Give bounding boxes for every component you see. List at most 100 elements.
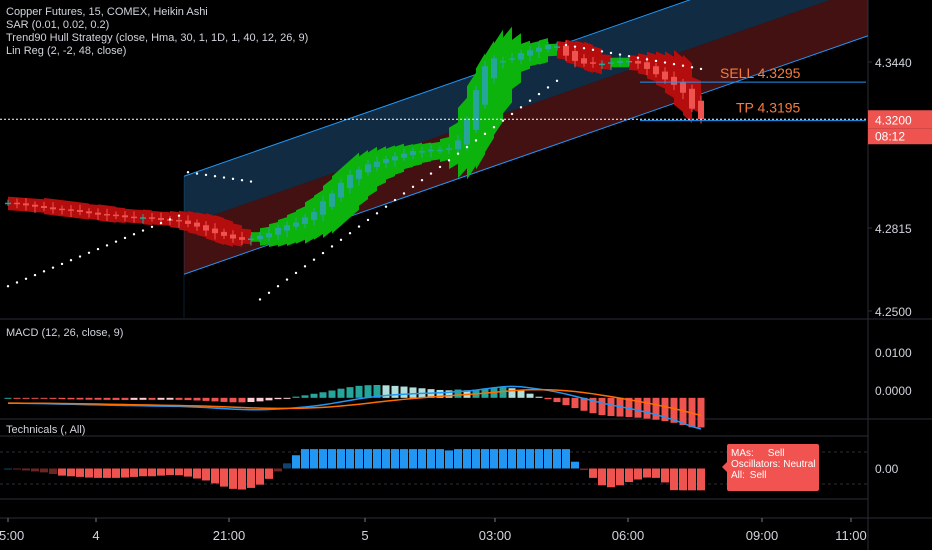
technicals-bar [445, 450, 453, 469]
technicals-bar [571, 461, 579, 469]
sar-dot [42, 270, 46, 273]
hull-ribbon-down [62, 200, 71, 218]
hull-ribbon-up [458, 97, 467, 179]
macd-histogram-bar [139, 397, 147, 400]
sar-dot [546, 86, 550, 89]
candle [437, 149, 443, 152]
candle [563, 45, 569, 56]
sar-dot [249, 180, 253, 183]
macd-histogram-bar [607, 397, 615, 417]
legend-strategy: Trend90 Hull Strategy (close, Hma, 30, 1… [6, 32, 309, 44]
macd-histogram-bar [535, 396, 543, 398]
candle [374, 161, 380, 167]
hull-ribbon-down [638, 53, 647, 76]
hull-ribbon-up [305, 197, 314, 244]
sar-dot [483, 132, 487, 136]
technicals-bar [67, 468, 75, 477]
sar-dot [339, 238, 343, 242]
technicals-bar [31, 468, 39, 472]
technicals-bar [643, 468, 651, 478]
candle [590, 62, 596, 64]
hull-ribbon-down [170, 210, 179, 229]
sar-dot [105, 244, 109, 247]
sar-dot [357, 225, 361, 228]
hull-ribbon-down [8, 196, 17, 211]
technicals-bar [94, 468, 102, 478]
candle [617, 60, 623, 63]
sar-dot [240, 179, 244, 182]
hull-ribbon-up [359, 149, 368, 206]
technicals-bar [4, 468, 12, 470]
technicals-bar [391, 449, 399, 469]
sar-dot [690, 66, 694, 69]
hull-ribbon-up [539, 38, 548, 65]
macd-tick-label: 0.0000 [875, 384, 912, 398]
candle [698, 100, 704, 120]
candle [347, 174, 353, 189]
technicals-bar [247, 468, 255, 488]
hull-ribbon-down [89, 204, 98, 220]
technicals-bar [355, 449, 363, 469]
candle [284, 225, 290, 231]
macd-histogram-bar [130, 397, 138, 400]
sar-dot [348, 232, 352, 235]
macd-histogram-bar [193, 397, 201, 401]
candle [158, 217, 164, 220]
sar-dot [321, 251, 325, 255]
hull-ribbon-down [116, 207, 125, 223]
hull-ribbon-up [503, 26, 512, 114]
tooltip-value: Sell [767, 448, 785, 459]
macd-histogram-bar [247, 397, 255, 402]
technicals-bar [472, 449, 480, 469]
candle [392, 156, 398, 161]
hull-ribbon-down [215, 215, 224, 245]
candle [608, 62, 614, 64]
macd-histogram-bar [265, 397, 273, 401]
sar-dot [528, 99, 532, 102]
technicals-bar [85, 468, 93, 478]
sar-dot [114, 240, 118, 243]
hull-ribbon-up [404, 144, 413, 170]
technicals-bar [175, 468, 183, 476]
macd-histogram-bar [400, 386, 408, 398]
candle [671, 76, 677, 85]
technicals-bar [625, 468, 633, 483]
technicals-bar [481, 449, 489, 469]
sar-dot [681, 64, 685, 67]
technicals-bar [697, 468, 705, 491]
technicals-bar [526, 449, 534, 469]
price-tick-label: 4.3440 [875, 56, 912, 70]
sar-dot [123, 236, 127, 240]
hull-ribbon-up [431, 141, 440, 161]
macd-histogram-bar [382, 385, 390, 398]
hull-ribbon-up [530, 41, 539, 67]
sar-dot [96, 247, 100, 251]
macd-histogram-bar [94, 397, 102, 400]
macd-histogram-bar [211, 397, 219, 402]
current-price-label: 4.3200 [875, 113, 912, 127]
candle [275, 227, 281, 235]
technicals-bar [535, 449, 543, 469]
macd-histogram-bar [67, 397, 75, 400]
hull-ribbon-down [143, 209, 152, 226]
tooltip-key: Oscillators: [731, 459, 781, 470]
candle [5, 202, 11, 205]
hull-ribbon-down [188, 210, 197, 235]
candle [509, 58, 515, 60]
technicals-bar [598, 468, 606, 486]
technicals-bar [148, 468, 156, 477]
time-axis-label: 06:00 [612, 528, 645, 543]
sar-dot [33, 273, 37, 277]
hull-ribbon-up [620, 57, 629, 68]
sar-dot [24, 277, 28, 280]
candle [581, 58, 587, 64]
hull-ribbon-down [179, 210, 188, 232]
macd-histogram-bar [301, 395, 309, 398]
macd-histogram-bar [121, 397, 129, 400]
hull-ribbon-down [80, 202, 89, 220]
hull-ribbon-up [386, 145, 395, 180]
legend-sar: SAR (0.01, 0.02, 0.2) [6, 19, 110, 31]
technicals-bar [436, 449, 444, 469]
candle [86, 211, 92, 214]
